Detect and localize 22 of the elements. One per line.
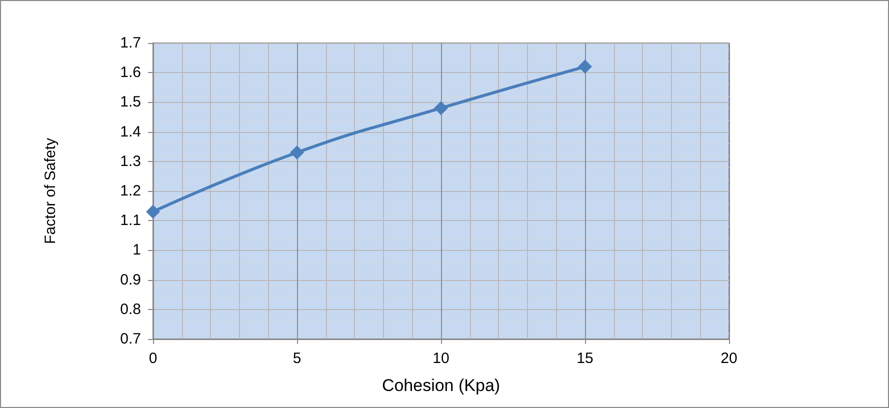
y-tick-label: 1.2 (120, 182, 141, 200)
y-tick-label: 1.5 (120, 94, 141, 111)
y-tick-label: 1.4 (120, 123, 141, 140)
y-tick-label: 1 (132, 242, 141, 259)
y-tick-label: 1.6 (120, 64, 141, 82)
x-tick-label: 10 (432, 350, 450, 367)
y-tick-label: 0.9 (120, 271, 141, 288)
y-tick-label: 0.7 (120, 330, 141, 348)
point (434, 101, 448, 116)
y-tick-label: 1.1 (120, 212, 141, 230)
y-tick-label: 1.3 (120, 152, 141, 170)
x-tick-label: 5 (292, 350, 302, 367)
y-tick-label: 0.8 (120, 300, 141, 318)
x-tick-label: 20 (720, 350, 738, 367)
point (578, 60, 592, 74)
point (290, 146, 304, 160)
x-tick-label: 0 (148, 350, 158, 367)
y-tick-label: 1.7 (120, 34, 141, 52)
point (146, 204, 160, 219)
y-axis-title: Factor of Safety (42, 138, 59, 244)
x-tick-label: 15 (576, 350, 594, 367)
x-axis-title: Cohesion (Kpa) (382, 376, 500, 395)
